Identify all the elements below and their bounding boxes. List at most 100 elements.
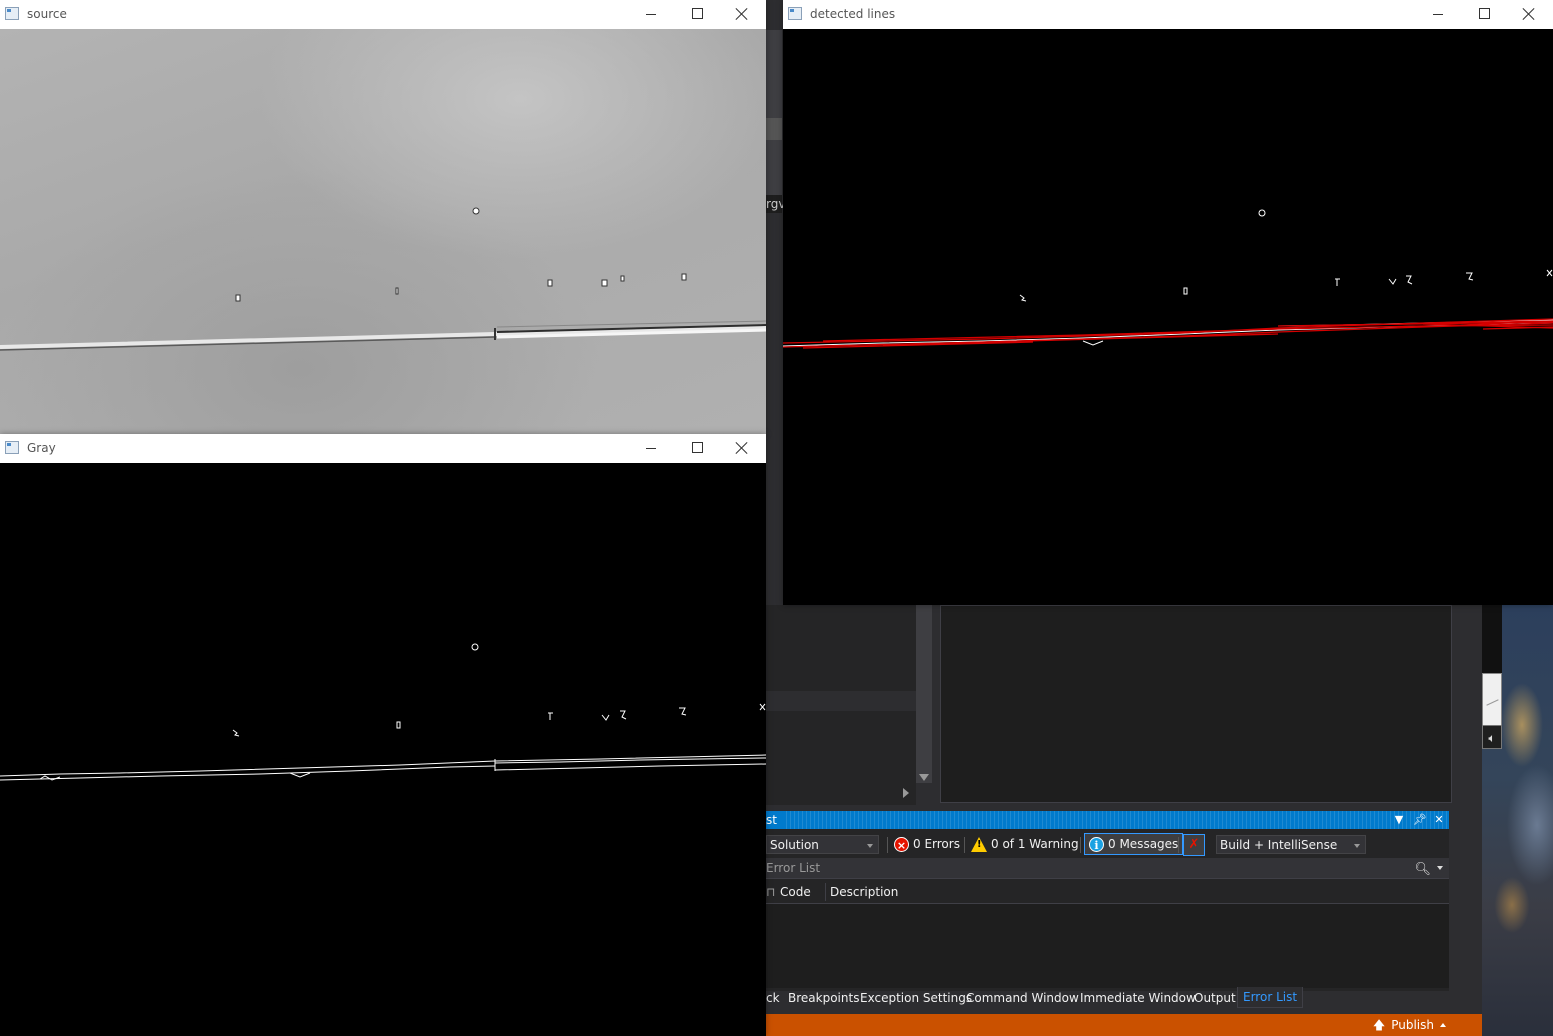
publish-arrow-icon: 🡅 [1372, 1018, 1386, 1032]
build-intellisense-dropdown[interactable]: Build + IntelliSense [1216, 835, 1366, 854]
close-icon [736, 442, 748, 454]
volume-icon[interactable]: 🔈︎ [1482, 725, 1502, 749]
chevron-down-icon [867, 844, 873, 848]
column-header-row: ⊓ Code Description [766, 881, 1449, 904]
window-titlebar[interactable]: detected lines [783, 0, 1553, 29]
error-icon: × [894, 836, 909, 852]
window-title: detected lines [810, 7, 896, 21]
code-text-fragment: rgv [766, 195, 786, 213]
search-input[interactable]: Error List [766, 861, 821, 875]
column-grip-icon: ⊓ [766, 885, 776, 899]
error-list-titlebar[interactable]: st ▼ 📌︎ ✕ [766, 811, 1449, 829]
close-icon [1523, 8, 1535, 20]
window-gray[interactable]: Gray [0, 434, 766, 1036]
window-position-dropdown-icon[interactable]: ▼ [1394, 813, 1404, 826]
window-controls [628, 0, 766, 29]
search-icon[interactable]: 🔍︎ [1414, 862, 1431, 877]
scope-dropdown[interactable]: Solution [766, 835, 879, 854]
tab-output[interactable]: Output [1194, 991, 1236, 1005]
column-divider[interactable] [825, 883, 826, 901]
source-image [0, 29, 766, 434]
clear-filter-icon: ✗ [1188, 837, 1200, 852]
build-dropdown-value: Build + IntelliSense [1220, 838, 1338, 852]
minimize-icon [646, 448, 656, 449]
vertical-scrollbar[interactable] [916, 605, 932, 783]
desktop-wallpaper: 🔈︎ [1482, 605, 1553, 1036]
maximize-icon [692, 442, 703, 453]
maximize-button[interactable] [674, 0, 720, 29]
toolbar-separator [887, 837, 888, 853]
tab-breakpoints[interactable]: Breakpoints [788, 991, 860, 1005]
close-button[interactable] [720, 434, 766, 463]
app-icon [5, 7, 19, 20]
minimize-button[interactable] [628, 0, 674, 29]
titlebar-icons: ▼ 📌︎ ✕ [1393, 811, 1445, 829]
chevron-up-icon [1440, 1023, 1446, 1027]
toolbar-separator [1178, 837, 1179, 853]
window-detected-lines[interactable]: detected lines [783, 0, 1553, 605]
pin-icon[interactable]: 📌︎ [1413, 813, 1427, 826]
status-bar: 🡅 Publish [766, 1014, 1482, 1036]
window-titlebar[interactable]: Gray [0, 434, 766, 463]
solution-pane [766, 605, 916, 805]
publish-label: Publish [1391, 1018, 1434, 1032]
scope-dropdown-value: Solution [770, 838, 819, 852]
minimize-icon [1433, 14, 1443, 15]
clear-filter-button[interactable]: ✗ [1183, 834, 1205, 856]
gray-edge-image [0, 463, 766, 1036]
window-title: source [27, 7, 67, 21]
error-list-search[interactable]: Error List 🔍︎ [766, 858, 1449, 879]
errors-filter-button[interactable]: × 0 Errors [890, 833, 964, 855]
window-source[interactable]: source [0, 0, 766, 434]
source-image-drawing [0, 207, 766, 351]
scroll-down-arrow-icon[interactable] [919, 774, 929, 781]
messages-filter-label: 0 Messages [1108, 837, 1179, 851]
error-list-body [766, 904, 1449, 988]
minimize-button[interactable] [628, 434, 674, 463]
window-title: Gray [27, 441, 56, 455]
tab-immediate-window[interactable]: Immediate Window [1080, 991, 1196, 1005]
window-titlebar[interactable]: source [0, 0, 766, 29]
edge-image-drawing [0, 643, 766, 781]
errors-filter-label: 0 Errors [913, 837, 960, 851]
window-controls [628, 434, 766, 463]
toolbar-separator [964, 837, 965, 853]
tab-command-window[interactable]: Command Window [966, 991, 1079, 1005]
close-button[interactable] [1507, 0, 1553, 29]
tab-error-list[interactable]: Error List [1237, 987, 1304, 1008]
close-icon[interactable]: ✕ [1434, 813, 1444, 826]
taskbar-fragment [1482, 605, 1502, 673]
publish-button[interactable]: 🡅 Publish [1373, 1014, 1446, 1036]
search-options-chevron-icon[interactable] [1437, 866, 1443, 870]
bottom-tool-tabs: ck Breakpoints Exception Settings Comman… [766, 987, 1449, 1011]
maximize-button[interactable] [1461, 0, 1507, 29]
scroll-thumb-fragment[interactable] [766, 118, 782, 140]
close-button[interactable] [720, 0, 766, 29]
app-icon [5, 441, 19, 454]
minimize-button[interactable] [1415, 0, 1461, 29]
warnings-filter-button[interactable]: ! 0 of 1 Warning [967, 833, 1083, 855]
maximize-icon [692, 8, 703, 19]
maximize-icon [1479, 8, 1490, 19]
tab-exception-settings[interactable]: Exception Settings [860, 991, 973, 1005]
scroll-right-arrow-icon[interactable] [903, 788, 909, 798]
error-list-title: st [766, 811, 783, 829]
warning-icon: ! [971, 836, 987, 852]
column-header-code[interactable]: Code [780, 885, 811, 899]
maximize-button[interactable] [674, 434, 720, 463]
error-list-window: st ▼ 📌︎ ✕ Solution × 0 Errors ! 0 of 1 W… [766, 811, 1449, 991]
tab-callstack[interactable]: ck [766, 991, 780, 1005]
pane-separator [766, 691, 916, 711]
warnings-filter-label: 0 of 1 Warning [991, 837, 1079, 851]
info-icon: i [1089, 836, 1104, 852]
detected-lines-drawing [783, 209, 1553, 349]
messages-filter-button[interactable]: i 0 Messages [1084, 833, 1184, 855]
column-header-description[interactable]: Description [830, 885, 899, 899]
window-controls [1415, 0, 1553, 29]
chevron-down-icon [1354, 844, 1360, 848]
close-icon [736, 8, 748, 20]
app-icon [788, 7, 802, 20]
editor-pane [940, 605, 1452, 803]
minimize-icon [646, 14, 656, 15]
detected-lines-image [783, 29, 1553, 605]
